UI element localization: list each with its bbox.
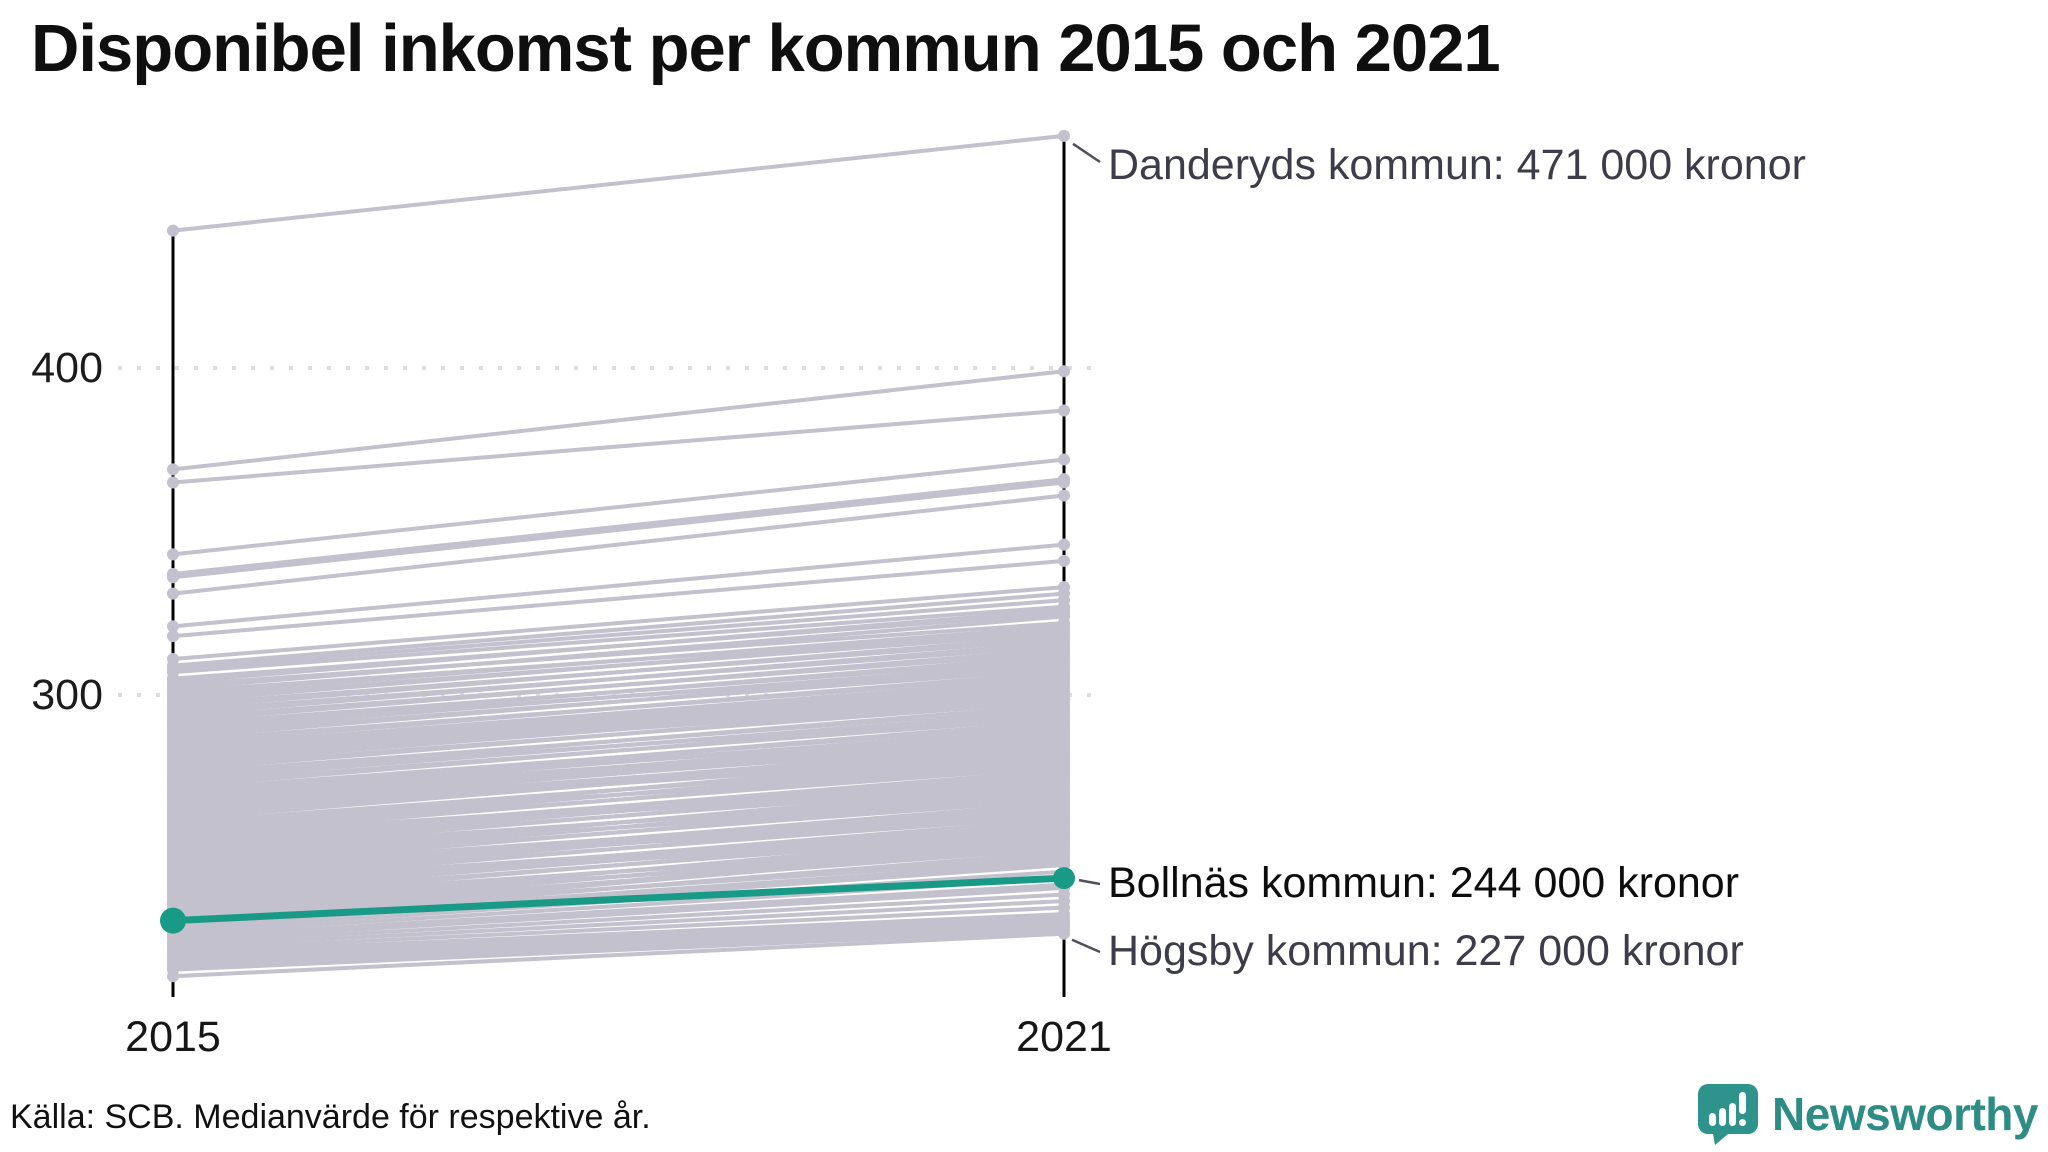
x-axis-tick-2015: 2015	[125, 1013, 221, 1061]
annotation-danderyd: Danderyds kommun: 471 000 kronor	[1108, 141, 1806, 189]
newsworthy-logo: Newsworthy	[1696, 1082, 2038, 1146]
y-axis-tick-400: 400	[31, 344, 103, 392]
annotation-bollnas: Bollnäs kommun: 244 000 kronor	[1108, 859, 1740, 907]
newsworthy-logo-text: Newsworthy	[1772, 1088, 2038, 1140]
y-axis-tick-300: 300	[31, 671, 103, 719]
newsworthy-logo-icon	[1698, 1084, 1759, 1145]
page-title: Disponibel inkomst per kommun 2015 och 2…	[31, 11, 1501, 86]
x-axis-tick-2021: 2021	[1016, 1013, 1112, 1061]
annotation-hogsby: Högsby kommun: 227 000 kronor	[1108, 927, 1744, 975]
source-note: Källa: SCB. Medianvärde för respektive å…	[10, 1098, 651, 1136]
